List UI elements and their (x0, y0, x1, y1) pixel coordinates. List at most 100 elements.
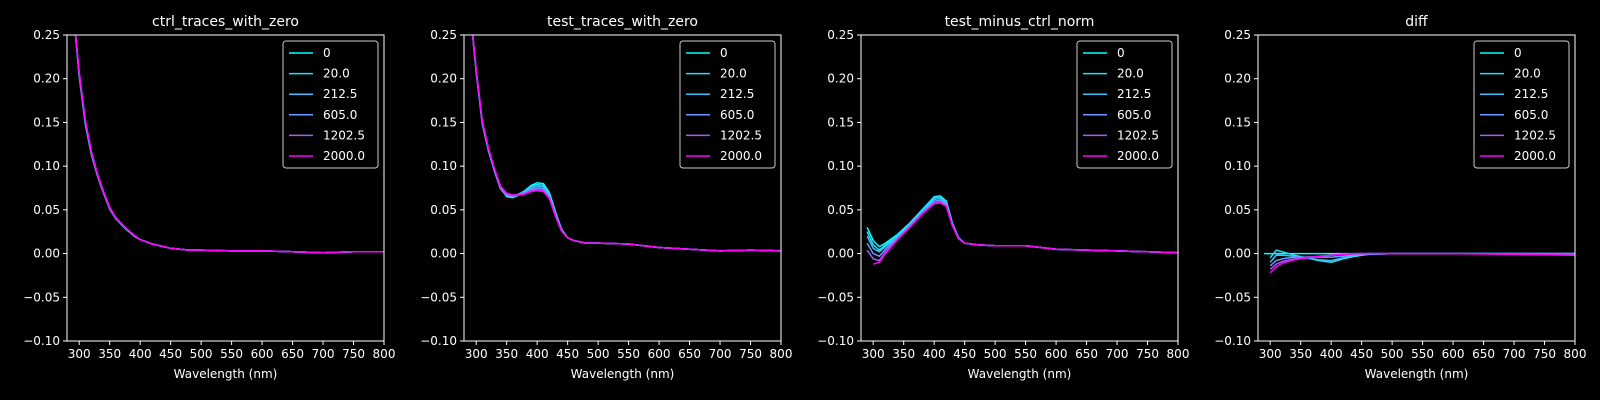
subplot-3: test_minus_ctrl_norm 300 350 400 450 500 550 60… (817, 14, 1189, 381)
series-group (866, 195, 1178, 265)
series-line-605.0 (866, 199, 1178, 257)
x-tick-label: 600 (1442, 347, 1465, 361)
y-tick-label: 0.25 (1224, 28, 1251, 42)
legend-box (1076, 40, 1173, 169)
legend-label: 605.0 (323, 108, 357, 122)
series-line-20.0 (866, 195, 1178, 254)
x-tick-label: 450 (1350, 347, 1373, 361)
series-group (74, 35, 384, 254)
x-axis-label: Wavelength (nm) (968, 367, 1072, 381)
y-tick-label: 0.25 (430, 28, 457, 42)
series-line-2000.0 (1269, 252, 1575, 274)
series-line-2000.0 (872, 202, 1178, 265)
y-tick-label: 0.25 (827, 28, 854, 42)
plot-title: test_traces_with_zero (547, 14, 698, 30)
y-tick-label: 0.20 (430, 72, 457, 86)
axes-frame (463, 34, 782, 342)
x-tick-label: 550 (1411, 347, 1434, 361)
y-tick-label: 0.00 (430, 247, 457, 261)
y-tick-label: −0.05 (420, 290, 457, 304)
y-tick-label: 0.00 (33, 247, 60, 261)
x-tick-label: 800 (1564, 347, 1587, 361)
series-line-0 (866, 195, 1178, 254)
legend-label: 0 (1117, 46, 1125, 60)
x-tick-label: 450 (159, 347, 182, 361)
x-tick-label: 500 (1381, 347, 1404, 361)
legend-label: 605.0 (720, 108, 754, 122)
x-tick-label: 500 (190, 347, 213, 361)
x-tick-label: 350 (495, 347, 518, 361)
y-tick-label: 0.15 (33, 115, 60, 129)
y-tick-label: 0.00 (827, 247, 854, 261)
x-tick-label: 350 (1289, 347, 1312, 361)
legend-label: 2000.0 (1514, 149, 1556, 163)
legend: 0 20.0 212.5 605.0 1202.5 2000.0 (1076, 40, 1173, 169)
y-tick-label: 0.10 (430, 159, 457, 173)
y-tick-label: 0.10 (33, 159, 60, 173)
series-line-212.5 (866, 197, 1178, 254)
legend-label: 1202.5 (1117, 128, 1159, 142)
legend-label: 212.5 (1117, 87, 1151, 101)
legend-label: 20.0 (720, 67, 747, 81)
legend-label: 0 (720, 46, 728, 60)
x-tick-label: 300 (1259, 347, 1282, 361)
legend-label: 212.5 (1514, 87, 1548, 101)
axes-frame (1257, 34, 1576, 342)
legend: 0 20.0 212.5 605.0 1202.5 2000.0 (1473, 40, 1570, 169)
x-tick-label: 650 (678, 347, 701, 361)
subplot-1: ctrl_traces_with_zero 300 350 400 450 500 550 6… (23, 14, 396, 381)
y-tick-label: 0.10 (827, 159, 854, 173)
legend-label: 605.0 (1117, 108, 1151, 122)
x-tick-label: 700 (709, 347, 732, 361)
x-tick-label: 550 (1014, 347, 1037, 361)
legend: 0 20.0 212.5 605.0 1202.5 2000.0 (679, 40, 776, 169)
x-tick-label: 700 (312, 347, 335, 361)
legend-label: 0 (1514, 46, 1522, 60)
y-tick-label: 0.25 (33, 28, 60, 42)
subplot-2: test_traces_with_zero 300 350 400 450 500 550 6… (420, 14, 793, 381)
subplot-4: diff 300 350 400 450 500 550 600 650 700 750 800 −0.… (1214, 14, 1586, 381)
x-tick-label: 400 (923, 347, 946, 361)
y-tick-label: 0.15 (1224, 115, 1251, 129)
y-tick-label: −0.05 (1214, 290, 1251, 304)
plot-title: test_minus_ctrl_norm (945, 14, 1095, 30)
legend-label: 605.0 (1514, 108, 1548, 122)
y-tick-label: 0.10 (1224, 159, 1251, 173)
x-tick-label: 600 (251, 347, 274, 361)
x-tick-label: 650 (1472, 347, 1495, 361)
y-tick-label: −0.05 (23, 290, 60, 304)
y-tick-label: 0.05 (827, 203, 854, 217)
series-line-2000.0 (74, 35, 384, 254)
legend-box (282, 40, 379, 169)
y-tick-label: 0.20 (827, 72, 854, 86)
x-tick-label: 300 (862, 347, 885, 361)
y-tick-label: 0.15 (827, 115, 854, 129)
legend-box (679, 40, 776, 169)
legend-label: 212.5 (720, 87, 754, 101)
x-tick-label: 500 (587, 347, 610, 361)
legend-label: 1202.5 (720, 128, 762, 142)
legend-box (1473, 40, 1570, 169)
x-axis-label: Wavelength (nm) (571, 367, 675, 381)
x-tick-label: 750 (1533, 347, 1556, 361)
y-tick-label: 0.20 (33, 72, 60, 86)
x-tick-label: 300 (465, 347, 488, 361)
x-tick-label: 800 (770, 347, 793, 361)
y-tick-label: 0.05 (33, 203, 60, 217)
x-tick-label: 400 (129, 347, 152, 361)
y-tick-label: −0.10 (23, 334, 60, 348)
x-tick-label: 800 (373, 347, 396, 361)
legend-label: 20.0 (1117, 67, 1144, 81)
x-tick-label: 750 (342, 347, 365, 361)
legend-label: 1202.5 (323, 128, 365, 142)
legend-label: 2000.0 (1117, 149, 1159, 163)
x-tick-label: 550 (617, 347, 640, 361)
x-tick-label: 350 (892, 347, 915, 361)
x-axis-label: Wavelength (nm) (1365, 367, 1469, 381)
legend-label: 2000.0 (323, 149, 365, 163)
x-tick-label: 300 (68, 347, 91, 361)
plot-title: ctrl_traces_with_zero (152, 14, 299, 30)
x-tick-label: 650 (1075, 347, 1098, 361)
series-line-2000.0 (471, 35, 781, 252)
